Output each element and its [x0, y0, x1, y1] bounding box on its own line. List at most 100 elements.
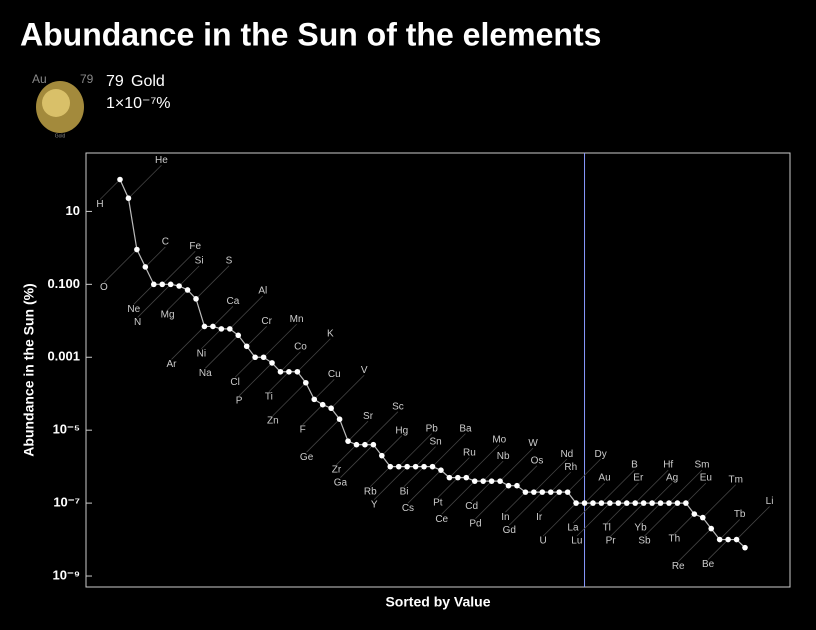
point: [683, 500, 689, 506]
point: [674, 500, 681, 506]
leader-line: [297, 338, 331, 373]
point: [505, 482, 512, 489]
leader-line: [601, 469, 635, 504]
leader-line: [364, 411, 399, 445]
leader-line: [482, 460, 504, 482]
element-label: Sn: [429, 436, 441, 447]
point: [336, 416, 343, 423]
title: Abundance in the Sun of the elements: [20, 16, 601, 52]
point: [607, 500, 613, 506]
element-label: Rh: [564, 462, 577, 473]
element-label: Ga: [334, 477, 348, 488]
leader-line: [533, 458, 568, 493]
leader-line: [229, 295, 264, 330]
leader-line: [707, 539, 729, 560]
element-label: U: [539, 536, 546, 547]
element-label: W: [528, 438, 538, 449]
element-label: Pt: [433, 497, 443, 508]
leader-line: [133, 284, 155, 305]
point: [632, 500, 639, 506]
element-label: Co: [294, 341, 307, 352]
element-label: Eu: [700, 473, 712, 484]
leader-line: [618, 482, 639, 504]
leader-line: [336, 444, 357, 465]
hover-number: 79: [106, 73, 124, 90]
point: [201, 323, 208, 330]
leader-line: [471, 480, 492, 502]
point: [193, 296, 199, 302]
element-label: Cr: [261, 316, 272, 327]
point: [446, 474, 453, 481]
y-tick-label: 10⁻⁵: [53, 422, 80, 437]
element-label: Cl: [230, 377, 239, 388]
point: [404, 463, 410, 470]
element-label: Sc: [392, 401, 404, 412]
point: [615, 500, 622, 506]
element-label: O: [100, 282, 108, 293]
element-label: Hg: [395, 425, 408, 436]
point: [564, 489, 571, 495]
point: [328, 405, 334, 412]
point: [134, 246, 140, 253]
element-label: Bi: [400, 486, 409, 497]
element-label: Tm: [729, 474, 743, 485]
element-label: K: [327, 328, 334, 339]
gold-highlight: [42, 89, 70, 117]
point: [573, 500, 579, 506]
point: [387, 463, 394, 470]
hover-name: Gold: [131, 73, 165, 90]
point: [142, 264, 149, 270]
leader-line: [204, 335, 239, 369]
leader-line: [234, 356, 256, 378]
element-label: Cs: [402, 503, 414, 514]
point: [539, 489, 546, 495]
leader-line: [369, 466, 391, 487]
element-label: Ag: [666, 473, 678, 484]
leader-line: [466, 444, 500, 478]
element-label: Na: [199, 368, 212, 379]
point: [252, 354, 258, 361]
leader-line: [246, 325, 267, 347]
point: [235, 332, 242, 339]
leader-line: [212, 306, 234, 327]
leader-line: [651, 482, 673, 504]
point: [691, 511, 698, 517]
point: [218, 326, 225, 332]
element-label: Sm: [694, 460, 709, 471]
element-label: Cd: [465, 501, 478, 512]
element-label: Li: [766, 496, 774, 507]
point: [294, 368, 301, 375]
leader-line: [313, 379, 335, 400]
element-label: Sb: [638, 536, 651, 547]
leader-line: [685, 482, 707, 504]
point: [699, 514, 706, 521]
point: [547, 489, 554, 495]
point: [497, 478, 503, 484]
point: [438, 467, 444, 473]
point: [590, 500, 596, 506]
leader-line: [702, 484, 737, 518]
element-label: P: [236, 396, 243, 407]
point: [353, 441, 360, 448]
point: [742, 544, 748, 551]
leader-line: [499, 447, 534, 482]
leader-line: [403, 466, 425, 487]
leader-line: [441, 480, 476, 515]
x-axis-label: Sorted by Value: [385, 594, 490, 610]
y-tick-label: 0.100: [47, 276, 80, 291]
element-label: Mn: [290, 314, 304, 325]
leader-line: [668, 469, 703, 504]
leader-line: [538, 491, 560, 513]
leader-line: [509, 491, 543, 526]
point: [429, 463, 436, 470]
point: [379, 452, 385, 459]
element-label: Zn: [267, 415, 279, 426]
leader-line: [330, 374, 365, 409]
leader-line: [407, 469, 442, 504]
point: [455, 474, 461, 481]
y-tick-label: 10⁻⁹: [53, 567, 81, 582]
point: [260, 354, 267, 361]
element-label: Ti: [265, 391, 273, 402]
element-label: Gd: [503, 525, 516, 536]
leader-line: [736, 506, 770, 540]
